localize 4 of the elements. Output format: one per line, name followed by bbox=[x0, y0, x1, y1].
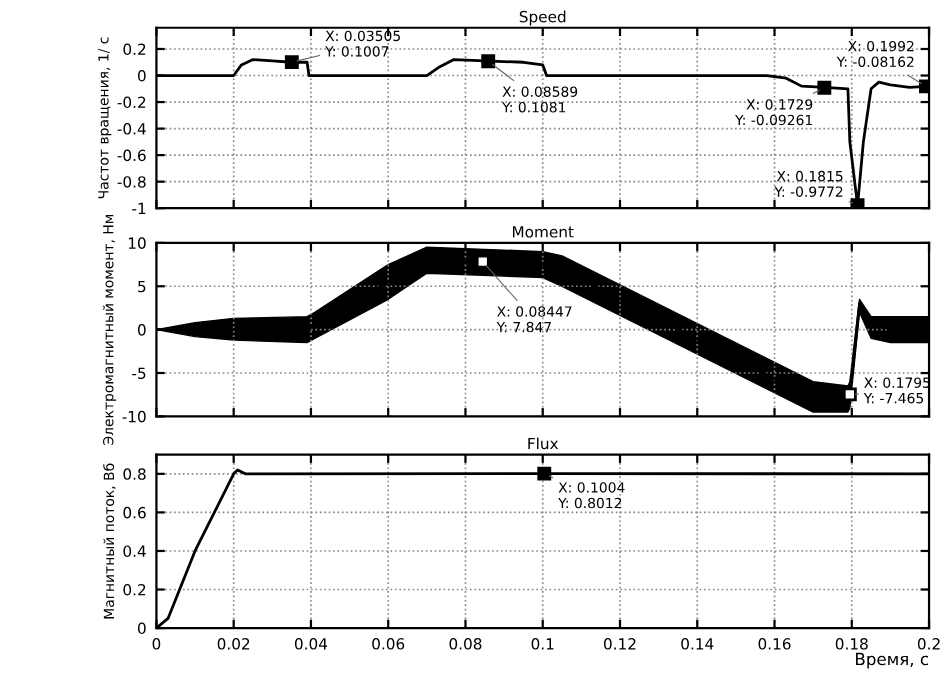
point bbox=[817, 80, 832, 95]
point bbox=[850, 198, 865, 209]
x-axis-title: Время, с bbox=[856, 652, 928, 669]
point bbox=[284, 55, 299, 70]
